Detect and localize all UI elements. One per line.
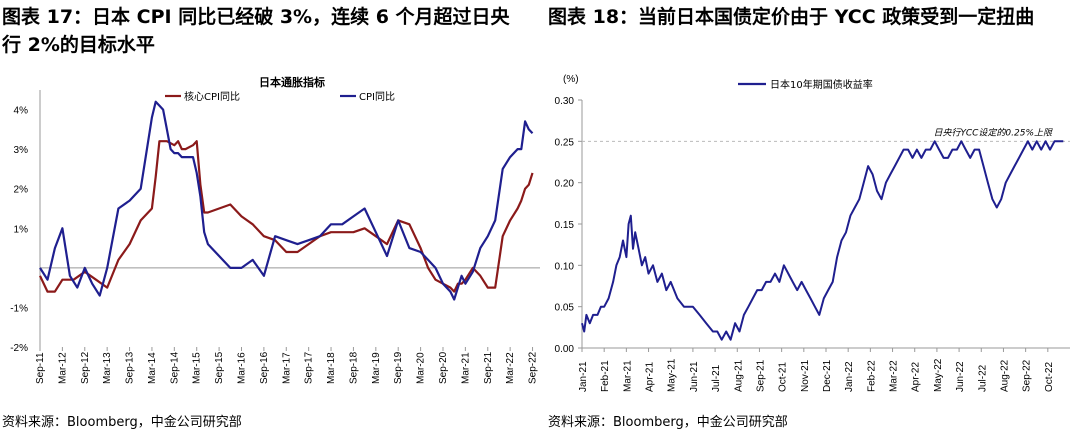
x-tick-label: Apr-22	[911, 362, 922, 392]
x-tick-label: Mar-21	[460, 352, 471, 384]
x-tick-label: Feb-22	[866, 360, 877, 392]
figure-17-source: 资料来源：Bloomberg，中金公司研究部	[2, 415, 242, 430]
x-tick-label: Jan-21	[578, 361, 589, 392]
x-tick-label: Sep-21	[483, 351, 494, 384]
core-cpi-yoy-line	[39, 140, 534, 293]
x-tick-label: Jun-21	[689, 361, 700, 392]
x-tick-label: Sep-17	[304, 351, 315, 384]
x-tick-label: Oct-22	[1044, 362, 1055, 392]
y-tick-label: 4%	[14, 106, 29, 117]
legend-label: CPI同比	[359, 91, 395, 103]
x-tick-label: May-21	[667, 358, 678, 392]
x-tick-label: Sep-20	[438, 351, 449, 384]
x-tick-label: Mar-12	[57, 352, 68, 384]
x-tick-label: Oct-21	[778, 362, 789, 392]
x-tick-label: Jul-22	[977, 364, 988, 392]
x-tick-label: Mar-20	[416, 352, 427, 384]
y-tick-label: 0.00	[555, 344, 575, 355]
x-tick-label: Mar-14	[147, 352, 158, 384]
cpi-yoy-line	[39, 100, 534, 301]
figure-18-source: 资料来源：Bloomberg，中金公司研究部	[548, 415, 788, 430]
y-tick-label: 0.10	[555, 261, 575, 272]
x-tick-label: Mar-19	[371, 352, 382, 384]
x-tick-label: Jun-22	[955, 361, 966, 392]
x-tick-label: Mar-21	[622, 360, 633, 392]
jgb-10y-yield-line	[581, 140, 1064, 341]
x-tick-label: Apr-21	[645, 362, 656, 392]
x-tick-label: Sep-22	[1022, 359, 1033, 392]
y-tick-label: 1%	[14, 224, 29, 235]
x-tick-label: Dec-21	[822, 359, 833, 392]
legend-label: 核心CPI同比	[184, 90, 240, 103]
y-tick-label: 2%	[14, 185, 29, 196]
x-tick-label: Sep-14	[169, 351, 180, 384]
x-tick-label: Sep-22	[528, 351, 539, 384]
legend-label: 日本10年期国债收益率	[770, 78, 873, 91]
x-tick-label: Jan-22	[844, 361, 855, 392]
x-tick-label: May-22	[933, 358, 944, 392]
x-tick-label: Sep-21	[755, 359, 766, 392]
y-tick-label: 3%	[14, 145, 29, 156]
x-tick-label: Sep-16	[259, 351, 270, 384]
y-tick-label: -2%	[10, 343, 28, 354]
x-tick-label: Mar-15	[192, 352, 203, 384]
x-tick-label: Sep-19	[393, 351, 404, 384]
y-tick-label: 0.05	[555, 303, 575, 314]
x-tick-label: Mar-16	[236, 352, 247, 384]
y-tick-label: -1%	[10, 303, 28, 314]
x-tick-label: Sep-18	[348, 351, 359, 384]
ycc-cap-annotation: 日央行YCC设定的0.25%上限	[934, 127, 1053, 138]
x-tick-label: Sep-15	[214, 351, 225, 384]
x-tick-label: Mar-17	[281, 352, 292, 384]
y-tick-label: 0.25	[555, 137, 575, 148]
x-tick-label: Mar-22	[889, 360, 900, 392]
y-tick-label: 0.20	[555, 179, 575, 190]
figure-17-title: 图表 17：日本 CPI 同比已经破 3%，连续 6 个月超过日央行 2%的目标…	[2, 6, 510, 56]
x-tick-label: Aug-21	[733, 359, 744, 392]
x-tick-label: Mar-18	[326, 352, 337, 384]
y-tick-label: 0.15	[555, 220, 575, 231]
x-tick-label: Mar-22	[505, 352, 516, 384]
y-tick-label: 0.30	[555, 96, 575, 107]
x-tick-label: Jul-21	[711, 364, 722, 392]
chart-japan-inflation: 4% 3% 2% 1% -1% -2% Sep-11 Mar-12 Sep-12 Mar-13 Se…	[10, 75, 540, 384]
y-unit-label: (%)	[563, 74, 579, 85]
x-tick-label: Mar-13	[102, 352, 113, 384]
chart-title: 日本通胀指标	[259, 75, 325, 89]
figure-18-title: 图表 18：当前日本国债定价由于 YCC 政策受到一定扭曲	[548, 6, 1035, 28]
x-tick-label: Aug-22	[999, 359, 1010, 392]
x-tick-label: Sep-13	[125, 351, 136, 384]
x-tick-label: Nov-21	[800, 359, 811, 392]
x-tick-label: Sep-12	[80, 351, 91, 384]
x-tick-label: Feb-21	[600, 360, 611, 392]
x-tick-label: Sep-11	[35, 352, 46, 384]
